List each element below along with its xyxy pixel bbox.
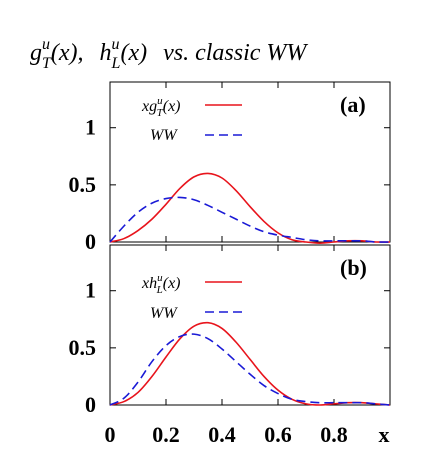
curves-a [109,172,391,244]
y-tick-label: 0 [85,229,96,254]
panel-a: 00.51 (a) xgu T(x) WW [69,81,391,254]
x-axis-label: x [379,422,390,447]
legend-label-a-1: WW [150,127,178,144]
legend-a: xgu T(x) WW [141,95,242,144]
ticks-b: 00.51 [69,245,390,417]
title-g-sub: T [42,55,52,72]
y-tick-label: 0 [85,392,96,417]
title-g: g [30,40,42,66]
title-h-arg: (x) [120,40,147,66]
series-line-b-1 [109,333,391,406]
title-g-sup: u [42,36,50,53]
panel-b: 00.51 (b) xhu L(x) WW [69,244,391,417]
x-tick-label: 0 [105,422,116,447]
x-tick-label: 0.4 [208,422,236,447]
y-tick-label: 0.5 [69,172,97,197]
title-h-sup: u [112,36,120,53]
plot-frame-a [109,81,391,243]
title-h-sub: L [111,55,121,72]
title-g-arg: (x), [51,40,84,66]
title-rest: vs. classic WW [163,40,308,66]
title-h: h [100,40,112,66]
ticks-a: 00.51 [69,82,390,254]
series-line-a-0 [109,172,391,244]
series-line-b-0 [109,321,391,406]
y-tick-label: 1 [85,278,96,303]
y-tick-label: 0.5 [69,335,97,360]
y-tick-label: 1 [85,115,96,140]
x-tick-label: 0.8 [320,422,348,447]
plot-frame-b [109,244,391,406]
x-tick-label: 0.6 [264,422,292,447]
series-line-a-1 [109,196,391,243]
chart-title: gu T(x), hu L(x) vs. classic WW [30,36,308,72]
legend-label-b-0: xhu L(x) [141,272,181,296]
panel-label-a: (a) [340,92,366,117]
panel-label-b: (b) [340,255,367,280]
curves-b [109,321,391,406]
x-tick-labels: 0 0.2 0.4 0.6 0.8 x [105,422,390,447]
x-tick-label: 0.2 [152,422,180,447]
legend-label-b-1: WW [150,305,178,322]
legend-b: xhu L(x) WW [141,272,242,322]
legend-label-a-0: xgu T(x) [141,95,181,119]
